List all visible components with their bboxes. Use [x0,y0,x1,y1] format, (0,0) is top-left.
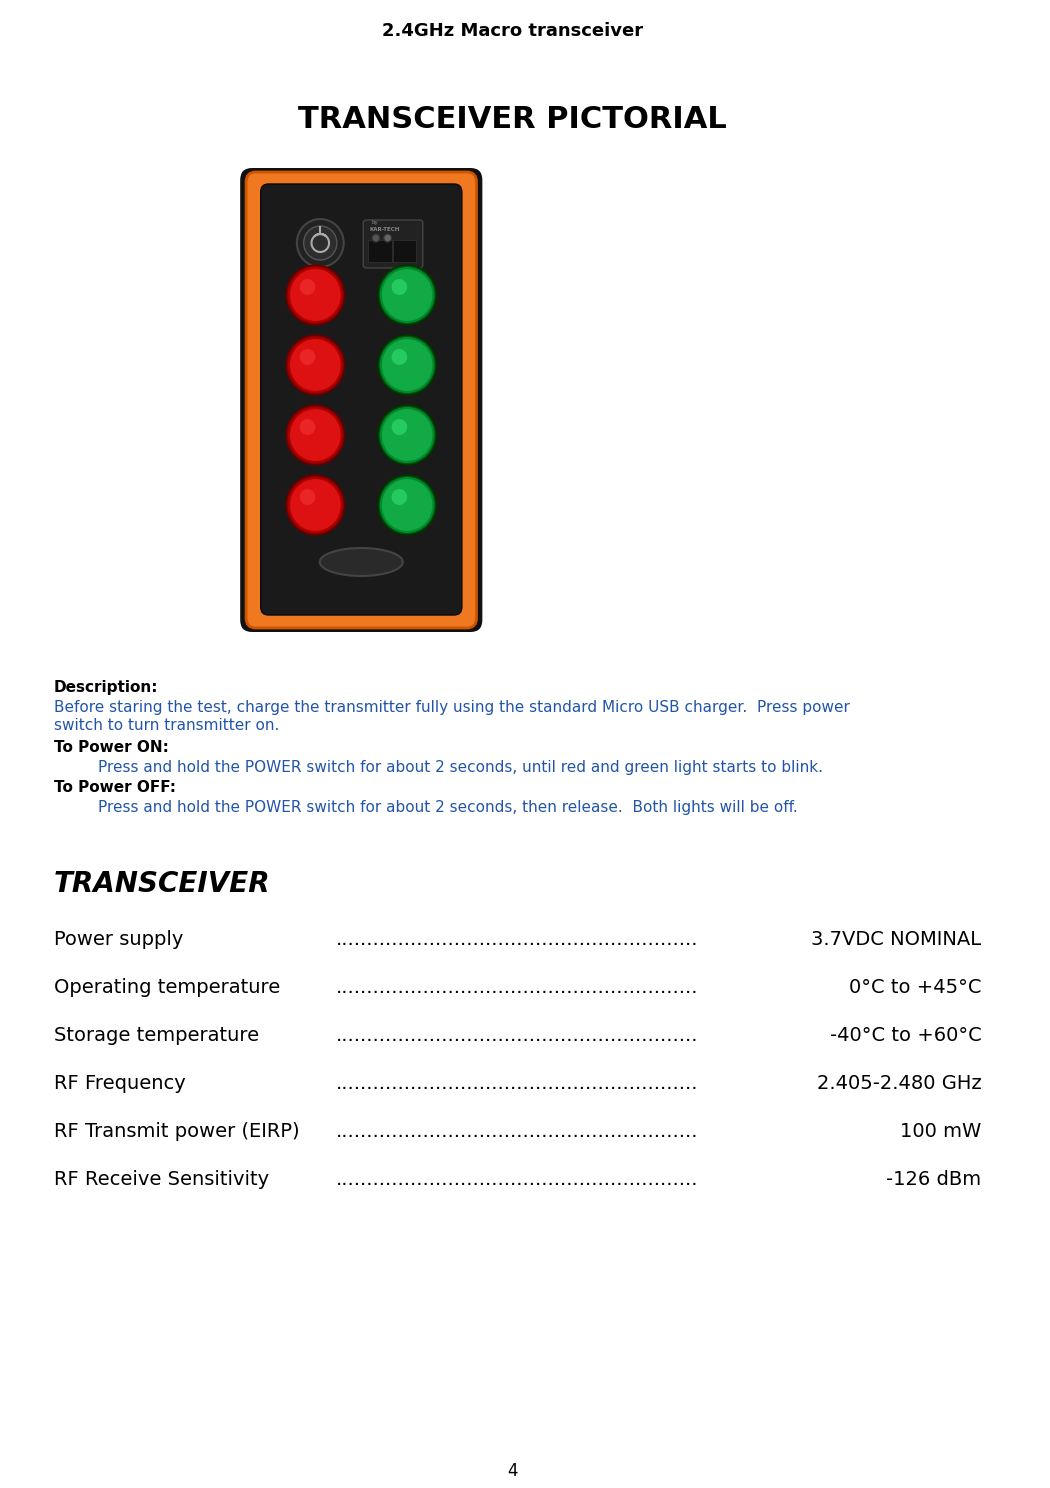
Circle shape [378,475,437,536]
Circle shape [289,338,341,391]
Text: To Power OFF:: To Power OFF: [54,780,175,795]
Circle shape [392,490,407,504]
Circle shape [299,420,315,434]
Text: Operating temperature: Operating temperature [54,978,280,997]
Text: Description:: Description: [54,680,159,695]
Circle shape [299,350,315,365]
FancyBboxPatch shape [369,240,392,262]
Text: by: by [371,220,378,225]
Circle shape [378,265,437,324]
Text: 4: 4 [507,1463,518,1481]
FancyBboxPatch shape [240,168,482,632]
Text: Power supply: Power supply [54,930,189,949]
Circle shape [378,405,437,466]
Text: ..........................................................: ........................................… [336,978,698,997]
Text: RF Transmit power (EIRP): RF Transmit power (EIRP) [54,1122,299,1141]
Text: Before staring the test, charge the transmitter fully using the standard Micro U: Before staring the test, charge the tran… [54,699,849,716]
Circle shape [392,420,407,434]
Circle shape [299,280,315,295]
Text: ..........................................................: ........................................… [336,1074,698,1094]
FancyBboxPatch shape [363,220,423,268]
FancyBboxPatch shape [393,240,416,262]
Circle shape [286,335,344,394]
Text: KAR-TECH: KAR-TECH [370,228,399,232]
Text: switch to turn transmitter on.: switch to turn transmitter on. [54,719,279,734]
Text: 2.405-2.480 GHz: 2.405-2.480 GHz [817,1074,982,1094]
Ellipse shape [320,548,403,576]
Text: 100 mW: 100 mW [900,1122,982,1141]
Circle shape [381,338,434,391]
Circle shape [286,265,344,324]
Text: Storage temperature: Storage temperature [54,1027,259,1045]
Circle shape [289,478,341,533]
Circle shape [383,234,392,243]
Text: To Power ON:: To Power ON: [54,740,169,754]
Circle shape [392,350,407,365]
Text: -40°C to +60°C: -40°C to +60°C [830,1027,982,1045]
FancyBboxPatch shape [246,173,477,628]
Circle shape [289,268,341,321]
Circle shape [378,335,437,394]
Circle shape [381,268,434,321]
Text: -126 dBm: -126 dBm [886,1170,982,1189]
Circle shape [392,280,407,295]
Circle shape [289,408,341,461]
Circle shape [303,226,337,260]
Text: ..........................................................: ........................................… [336,930,698,949]
Circle shape [372,234,380,243]
Text: ..........................................................: ........................................… [336,1170,698,1189]
Text: 3.7VDC NOMINAL: 3.7VDC NOMINAL [812,930,982,949]
Text: 0°C to +45°C: 0°C to +45°C [848,978,982,997]
Text: TRANSCEIVER: TRANSCEIVER [54,870,270,897]
Text: Press and hold the POWER switch for about 2 seconds, until red and green light s: Press and hold the POWER switch for abou… [98,760,822,775]
Text: RF Receive Sensitivity: RF Receive Sensitivity [54,1170,275,1189]
Circle shape [286,405,344,466]
Circle shape [299,490,315,504]
Text: TRANSCEIVER PICTORIAL: TRANSCEIVER PICTORIAL [298,106,727,134]
FancyBboxPatch shape [260,185,462,615]
Text: RF Frequency: RF Frequency [54,1074,186,1094]
Text: ..........................................................: ........................................… [336,1027,698,1045]
Text: 2.4GHz Macro transceiver: 2.4GHz Macro transceiver [382,22,644,40]
Circle shape [381,408,434,461]
Circle shape [297,219,343,266]
Text: Press and hold the POWER switch for about 2 seconds, then release.  Both lights : Press and hold the POWER switch for abou… [98,801,797,815]
Text: ..........................................................: ........................................… [336,1122,698,1141]
Circle shape [286,475,344,536]
Circle shape [381,478,434,533]
